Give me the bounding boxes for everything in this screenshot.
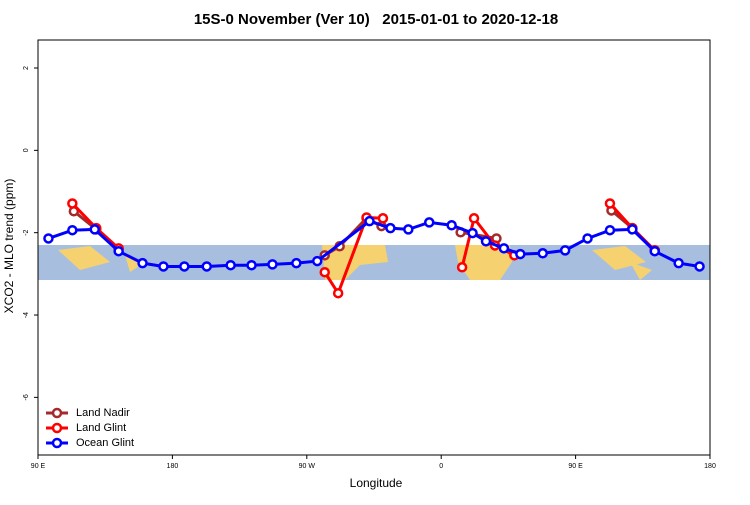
- data-point: [89, 224, 100, 235]
- legend-marker: [51, 407, 63, 419]
- data-point: [403, 224, 414, 235]
- map-strip: [38, 245, 710, 280]
- data-point: [364, 215, 375, 227]
- data-point: [312, 255, 323, 267]
- data-point: [467, 227, 478, 239]
- data-point: [43, 233, 54, 244]
- legend-label: Ocean Glint: [76, 437, 134, 449]
- y-tick-label: 0: [23, 148, 30, 152]
- data-point: [559, 245, 571, 256]
- legend-marker: [51, 437, 63, 449]
- data-point: [67, 224, 78, 236]
- y-tick-label: -2: [23, 229, 30, 235]
- legend-label: Land Glint: [76, 422, 126, 434]
- data-point: [537, 248, 548, 259]
- data-point: [627, 224, 638, 235]
- y-tick-label: -6: [23, 394, 30, 400]
- legend-marker: [51, 422, 63, 434]
- data-point: [649, 245, 660, 257]
- x-tick-label: 0: [439, 463, 443, 470]
- chart-title: 15S-0 November (Ver 10) 2015-01-01 to 20…: [194, 11, 558, 28]
- data-point: [137, 257, 148, 269]
- data-point: [319, 266, 330, 278]
- plot-frame: [37, 39, 711, 456]
- data-point: [179, 261, 190, 272]
- data-point: [673, 257, 684, 269]
- data-point: [377, 213, 389, 224]
- x-tick-label: 90 E: [31, 463, 46, 470]
- x-tick-label: 90 E: [568, 463, 583, 470]
- x-tick-label: 180: [167, 463, 179, 470]
- data-point: [201, 261, 212, 272]
- data-point: [291, 257, 302, 269]
- data-point: [424, 217, 435, 228]
- x-axis-label: Longitude: [350, 476, 403, 490]
- data-point: [604, 224, 616, 236]
- data-point: [515, 248, 526, 260]
- data-point: [582, 233, 593, 244]
- y-axis-label: XCO2 - MLO trend (ppm): [2, 179, 16, 314]
- data-point: [225, 259, 236, 271]
- data-point: [67, 198, 78, 209]
- legend-label: Land Nadir: [76, 407, 130, 419]
- data-point: [113, 245, 124, 257]
- x-tick-label: 180: [704, 463, 716, 470]
- data-point: [456, 262, 468, 273]
- data-point: [446, 220, 457, 231]
- series-line: [323, 215, 384, 297]
- data-point: [468, 213, 480, 224]
- y-tick-label: -4: [23, 312, 30, 318]
- data-point: [385, 222, 396, 234]
- data-point: [480, 236, 492, 247]
- data-point: [694, 261, 705, 272]
- data-point: [267, 259, 278, 270]
- data-point: [604, 198, 616, 209]
- x-tick-label: 90 W: [299, 463, 316, 470]
- data-point: [332, 287, 344, 299]
- data-point: [498, 243, 510, 254]
- y-tick-label: 2: [23, 66, 30, 70]
- data-point: [158, 261, 169, 272]
- data-point: [246, 259, 257, 271]
